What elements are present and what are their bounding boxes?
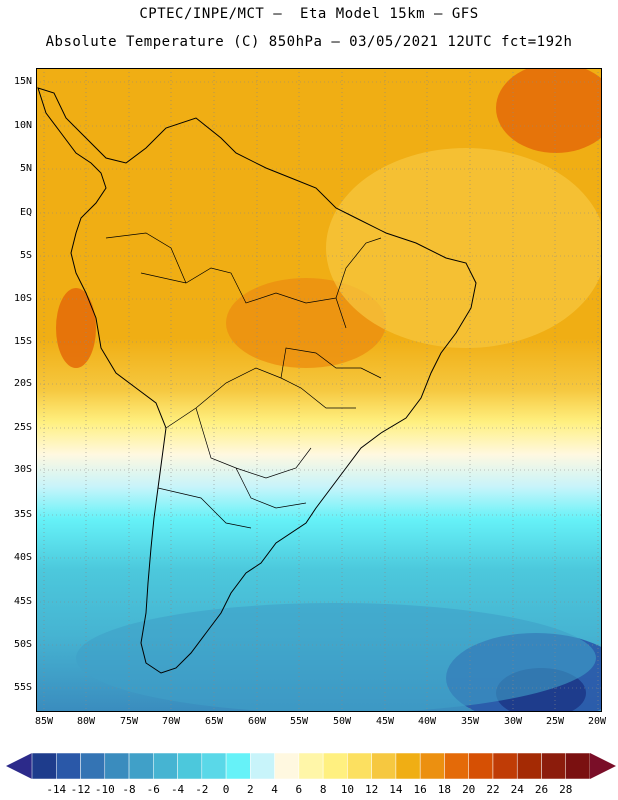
lat-label: 15N xyxy=(13,76,32,87)
colorbar-label: -2 xyxy=(195,783,209,796)
lat-label: 30S xyxy=(13,464,32,475)
grid-lines xyxy=(36,68,602,712)
lat-label: 20S xyxy=(13,378,32,389)
colorbar-label: -14 xyxy=(46,783,67,796)
colorbar-cell xyxy=(153,752,178,780)
lat-label: 5S xyxy=(19,250,32,261)
colorbar-label: 0 xyxy=(222,783,230,796)
lon-label: 85W xyxy=(34,716,54,727)
colorbar-cell xyxy=(395,752,421,780)
colorbar-cell xyxy=(419,752,445,780)
colorbar-label: 10 xyxy=(340,783,355,796)
lon-label: 35W xyxy=(460,716,480,727)
lat-label: 55S xyxy=(13,682,32,693)
lon-label: 55W xyxy=(289,716,309,727)
colorbar-label: 28 xyxy=(559,783,573,796)
colorbar-cell xyxy=(274,752,300,780)
lon-label: 80W xyxy=(76,716,96,727)
map-title: CPTEC/INPE/MCT — Eta Model 15km — GFS xyxy=(139,6,479,22)
colorbar-label: 8 xyxy=(319,783,327,796)
lat-label: 40S xyxy=(13,552,32,563)
lon-label: 45W xyxy=(375,716,395,727)
colorbar-label: 24 xyxy=(510,783,524,796)
south-america-outline xyxy=(37,87,477,674)
colorbar-label: 18 xyxy=(437,783,452,796)
colorbar-cell xyxy=(177,752,203,780)
colorbar-label: -4 xyxy=(170,783,185,796)
lon-label: 70W xyxy=(161,716,181,727)
warm-region-central xyxy=(226,278,386,368)
light-region-atlantic xyxy=(326,148,602,348)
colorbar-cell xyxy=(468,752,494,780)
temperature-map xyxy=(36,68,602,712)
colorbar-label: 16 xyxy=(413,783,427,796)
colorbar-cell xyxy=(492,752,518,780)
lat-label: EQ xyxy=(19,207,32,218)
colorbar-right-arrow xyxy=(590,753,616,779)
lat-label: 10N xyxy=(13,120,32,131)
lat-label: 5N xyxy=(19,163,32,174)
colorbar-label: 20 xyxy=(462,783,476,796)
cool-region-south xyxy=(76,603,596,712)
colorbar-cell xyxy=(31,752,57,780)
lat-label: 50S xyxy=(13,639,32,650)
colorbar-label: 2 xyxy=(247,783,254,796)
lon-label: 50W xyxy=(332,716,352,727)
colorbar-label: -6 xyxy=(146,783,160,796)
warm-region-ne xyxy=(496,68,602,153)
colorbar-cell xyxy=(250,752,275,780)
colorbar-label: 6 xyxy=(295,783,303,796)
colorbar-cell xyxy=(371,752,397,780)
colorbar-cell xyxy=(201,752,227,780)
lon-label: 75W xyxy=(119,716,139,727)
colorbar-label: 12 xyxy=(365,783,379,796)
colorbar-cell xyxy=(298,752,324,780)
colorbar-cell xyxy=(322,752,348,780)
colorbar-cell xyxy=(128,752,154,780)
colorbar-cell xyxy=(516,752,542,780)
warm-region-andes xyxy=(56,288,96,368)
country-borders xyxy=(105,232,382,529)
lat-label: 10S xyxy=(13,293,32,304)
colorbar-left-arrow xyxy=(6,753,32,779)
colorbar-label: -12 xyxy=(70,783,91,796)
colorbar-label: -8 xyxy=(122,783,136,796)
colorbar-cell xyxy=(225,752,251,780)
map-subtitle: Absolute Temperature (C) 850hPa — 03/05/… xyxy=(45,34,573,50)
colorbar-cell xyxy=(565,752,591,780)
colorbar-cell xyxy=(541,752,566,780)
colorbar-cell xyxy=(104,752,130,780)
colorbar-label: 22 xyxy=(486,783,500,796)
map-border xyxy=(36,68,602,712)
lat-label: 35S xyxy=(13,509,32,520)
colorbar-cell xyxy=(80,752,106,780)
lat-label: 25S xyxy=(13,422,32,433)
colorbar-label: 26 xyxy=(534,783,549,796)
lon-label: 25W xyxy=(545,716,565,727)
colorbar-label: -10 xyxy=(94,783,115,796)
colorbar-label: 14 xyxy=(389,783,403,796)
lat-label: 15S xyxy=(13,336,32,347)
colorbar-cell xyxy=(444,752,469,780)
colorbar-cell xyxy=(347,752,372,780)
colorbar-cell xyxy=(56,752,81,780)
lon-label: 20W xyxy=(587,716,607,727)
lon-label: 60W xyxy=(247,716,267,727)
lon-label: 40W xyxy=(417,716,437,727)
lat-label: 45S xyxy=(13,596,32,607)
colorbar-label: 4 xyxy=(271,783,278,796)
lon-label: 30W xyxy=(503,716,523,727)
colorbar xyxy=(6,752,616,780)
lon-label: 65W xyxy=(204,716,224,727)
